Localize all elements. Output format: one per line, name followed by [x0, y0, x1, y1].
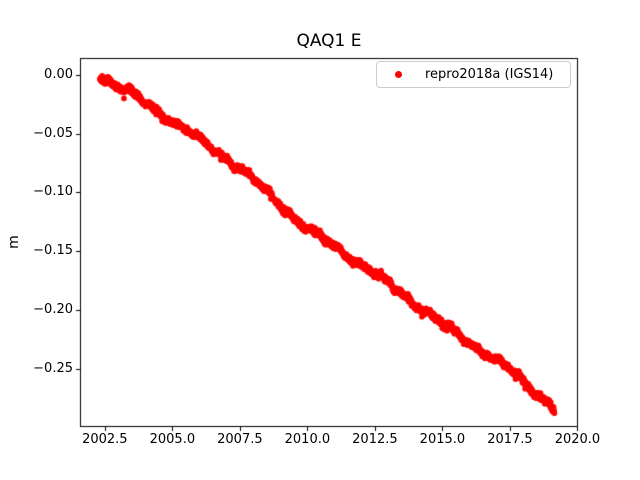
x-tick-label: 2012.5 [352, 432, 398, 447]
y-tick-label: −0.20 [33, 301, 73, 317]
y-axis-label: m [6, 235, 22, 249]
legend-marker-icon [395, 71, 402, 78]
y-tick-label: −0.15 [33, 243, 73, 259]
x-tick-label: 2015.0 [419, 432, 466, 447]
legend: repro2018a (IGS14) [376, 61, 571, 88]
y-tick-label: −0.05 [33, 125, 73, 141]
x-tick-label: 2017.5 [487, 432, 533, 447]
x-tick-label: 2020.0 [554, 432, 601, 447]
y-tick-label: −0.10 [33, 184, 73, 200]
legend-label: repro2018a (IGS14) [425, 67, 554, 82]
x-tick-label: 2007.5 [217, 432, 263, 447]
x-tick-label: 2010.0 [284, 432, 331, 447]
x-tick-label: 2002.5 [82, 432, 128, 447]
y-tick-label: −0.25 [33, 360, 73, 376]
y-tick-label: 0.00 [44, 67, 73, 83]
chart-title: QAQ1 E [296, 31, 362, 51]
x-tick-label: 2005.0 [149, 432, 196, 447]
